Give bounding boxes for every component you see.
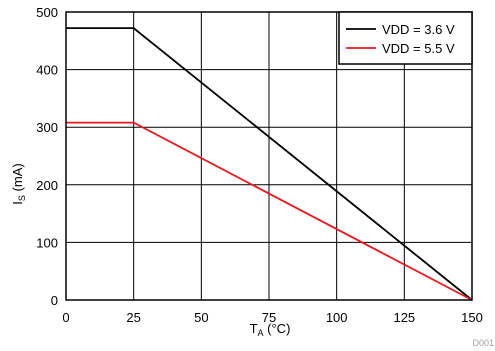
y-tick-label: 200	[36, 178, 58, 193]
figure-code: D001	[472, 338, 494, 348]
x-tick-label: 125	[393, 310, 415, 325]
legend: VDD = 3.6 V VDD = 5.5 V	[338, 11, 473, 65]
y-tick-labels: 0 100 200 300 400 500	[36, 5, 58, 308]
legend-entry: VDD = 5.5 V	[382, 41, 455, 56]
y-tick-label: 100	[36, 235, 58, 250]
x-axis-label: TA (°C)	[250, 321, 291, 338]
x-tick-label: 50	[194, 310, 208, 325]
y-tick-label: 500	[36, 5, 58, 20]
series-line-2	[66, 121, 473, 301]
x-tick-label: 25	[126, 310, 140, 325]
x-tick-labels: 0 25 50 75 100 125 150	[62, 310, 482, 325]
legend-entry: VDD = 3.6 V	[382, 22, 455, 37]
y-tick-label: 400	[36, 63, 58, 78]
plot-frame	[65, 11, 473, 301]
y-axis-label: IS (mA)	[10, 163, 27, 204]
x-tick-label: 0	[62, 310, 69, 325]
legend-box	[338, 11, 473, 65]
x-tick-label: 150	[461, 310, 483, 325]
x-tick-label: 100	[326, 310, 348, 325]
y-tick-label: 0	[51, 293, 58, 308]
y-tick-label: 300	[36, 120, 58, 135]
series-line-1	[66, 27, 473, 301]
x-tick-label: 75	[262, 310, 276, 325]
series-lines	[66, 27, 473, 301]
